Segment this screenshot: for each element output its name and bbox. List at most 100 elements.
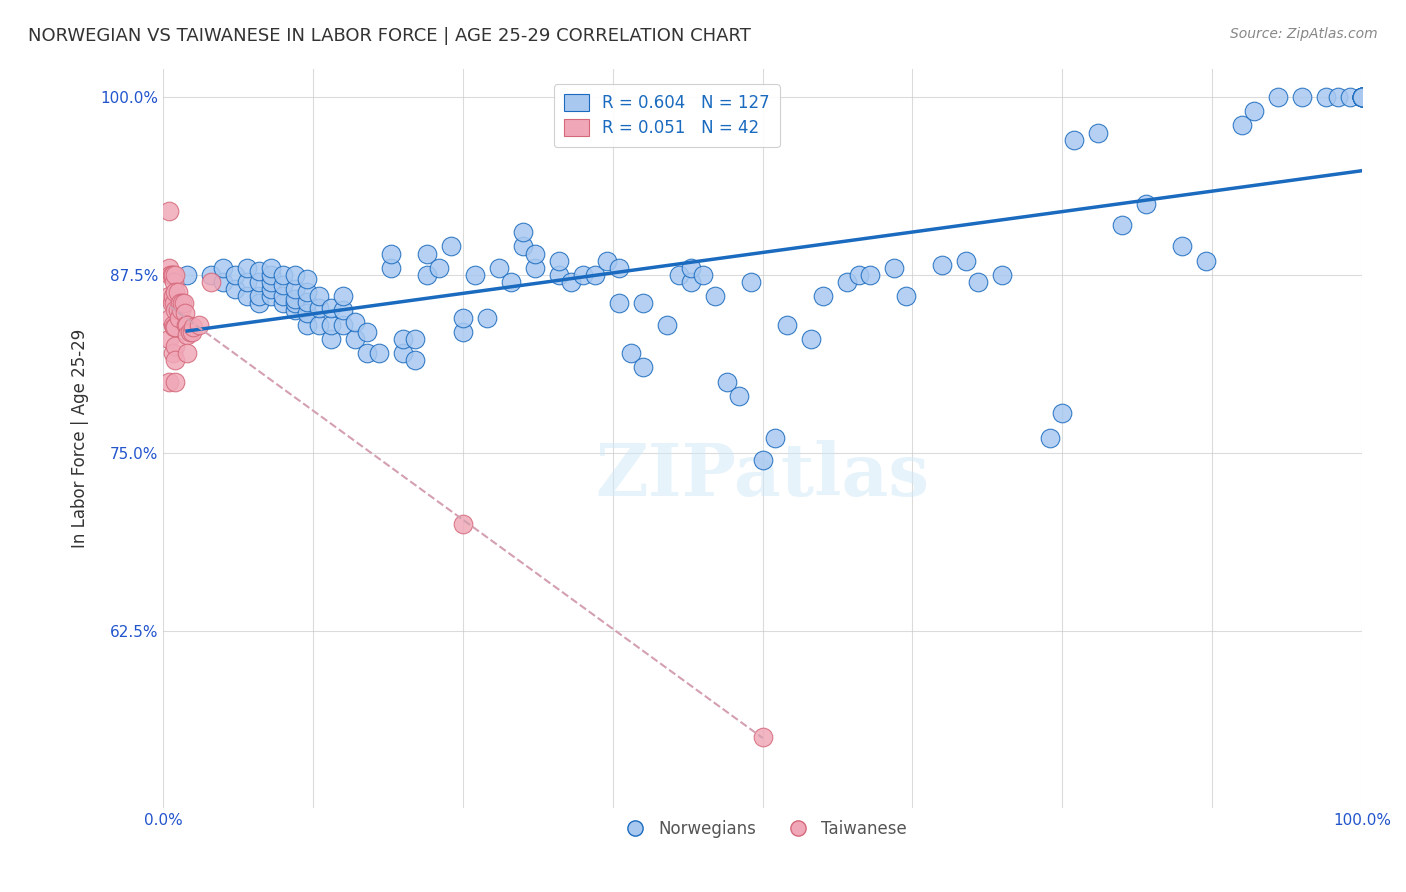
Taiwanese <box>157 203 180 218</box>
Taiwanese <box>176 346 198 360</box>
Taiwanese <box>157 332 180 346</box>
Norwegians <box>271 289 294 303</box>
Norwegians <box>896 289 918 303</box>
Norwegians <box>740 275 762 289</box>
Norwegians <box>1327 90 1350 104</box>
Norwegians <box>763 432 786 446</box>
Norwegians <box>284 296 307 310</box>
Norwegians <box>356 346 378 360</box>
Norwegians <box>475 310 498 325</box>
Norwegians <box>560 275 582 289</box>
Norwegians <box>931 258 953 272</box>
Norwegians <box>620 346 643 360</box>
Norwegians <box>260 289 283 303</box>
Norwegians <box>236 275 259 289</box>
Norwegians <box>668 268 690 282</box>
Norwegians <box>308 289 330 303</box>
Norwegians <box>572 268 595 282</box>
Norwegians <box>295 285 318 299</box>
Norwegians <box>512 225 534 239</box>
Norwegians <box>631 360 654 375</box>
Norwegians <box>247 275 270 289</box>
Norwegians <box>212 275 235 289</box>
Norwegians <box>236 289 259 303</box>
Norwegians <box>271 296 294 310</box>
Norwegians <box>295 272 318 286</box>
Taiwanese <box>173 296 195 310</box>
Norwegians <box>319 301 342 315</box>
Norwegians <box>1351 90 1374 104</box>
Norwegians <box>835 275 858 289</box>
Norwegians <box>727 389 749 403</box>
Norwegians <box>799 332 821 346</box>
Taiwanese <box>451 516 474 531</box>
Norwegians <box>440 239 463 253</box>
Norwegians <box>344 315 367 329</box>
Norwegians <box>523 246 546 260</box>
Norwegians <box>260 268 283 282</box>
Taiwanese <box>188 318 211 332</box>
Taiwanese <box>165 285 187 299</box>
Norwegians <box>332 303 354 318</box>
Norwegians <box>883 260 905 275</box>
Norwegians <box>1052 406 1074 420</box>
Taiwanese <box>157 289 180 303</box>
Taiwanese <box>157 260 180 275</box>
Norwegians <box>811 289 834 303</box>
Norwegians <box>404 353 426 368</box>
Norwegians <box>344 332 367 346</box>
Taiwanese <box>165 268 187 282</box>
Norwegians <box>319 332 342 346</box>
Legend: Norwegians, Taiwanese: Norwegians, Taiwanese <box>612 814 914 845</box>
Norwegians <box>775 318 797 332</box>
Taiwanese <box>163 296 186 310</box>
Taiwanese <box>163 275 186 289</box>
Norwegians <box>212 260 235 275</box>
Norwegians <box>284 268 307 282</box>
Taiwanese <box>165 339 187 353</box>
Norwegians <box>1351 90 1374 104</box>
Taiwanese <box>170 303 193 318</box>
Norwegians <box>284 292 307 306</box>
Norwegians <box>547 268 569 282</box>
Norwegians <box>583 268 606 282</box>
Norwegians <box>955 253 977 268</box>
Taiwanese <box>200 275 222 289</box>
Norwegians <box>848 268 870 282</box>
Norwegians <box>224 282 246 296</box>
Norwegians <box>332 318 354 332</box>
Norwegians <box>1087 126 1109 140</box>
Y-axis label: In Labor Force | Age 25-29: In Labor Force | Age 25-29 <box>72 329 89 548</box>
Norwegians <box>1111 218 1133 232</box>
Norwegians <box>451 310 474 325</box>
Norwegians <box>751 452 773 467</box>
Taiwanese <box>172 296 194 310</box>
Taiwanese <box>169 296 191 310</box>
Norwegians <box>547 253 569 268</box>
Norwegians <box>427 260 450 275</box>
Norwegians <box>319 318 342 332</box>
Taiwanese <box>181 325 204 339</box>
Norwegians <box>392 346 415 360</box>
Norwegians <box>488 260 510 275</box>
Taiwanese <box>159 268 181 282</box>
Taiwanese <box>160 296 183 310</box>
Norwegians <box>692 268 714 282</box>
Norwegians <box>416 246 439 260</box>
Norwegians <box>1267 90 1289 104</box>
Norwegians <box>512 239 534 253</box>
Taiwanese <box>179 325 201 339</box>
Norwegians <box>859 268 882 282</box>
Norwegians <box>679 275 702 289</box>
Norwegians <box>1339 90 1361 104</box>
Norwegians <box>1195 253 1218 268</box>
Norwegians <box>260 275 283 289</box>
Norwegians <box>1230 119 1253 133</box>
Taiwanese <box>176 327 198 342</box>
Norwegians <box>596 253 619 268</box>
Text: ZIPatlas: ZIPatlas <box>596 440 929 511</box>
Norwegians <box>368 346 391 360</box>
Norwegians <box>224 268 246 282</box>
Norwegians <box>967 275 990 289</box>
Norwegians <box>332 289 354 303</box>
